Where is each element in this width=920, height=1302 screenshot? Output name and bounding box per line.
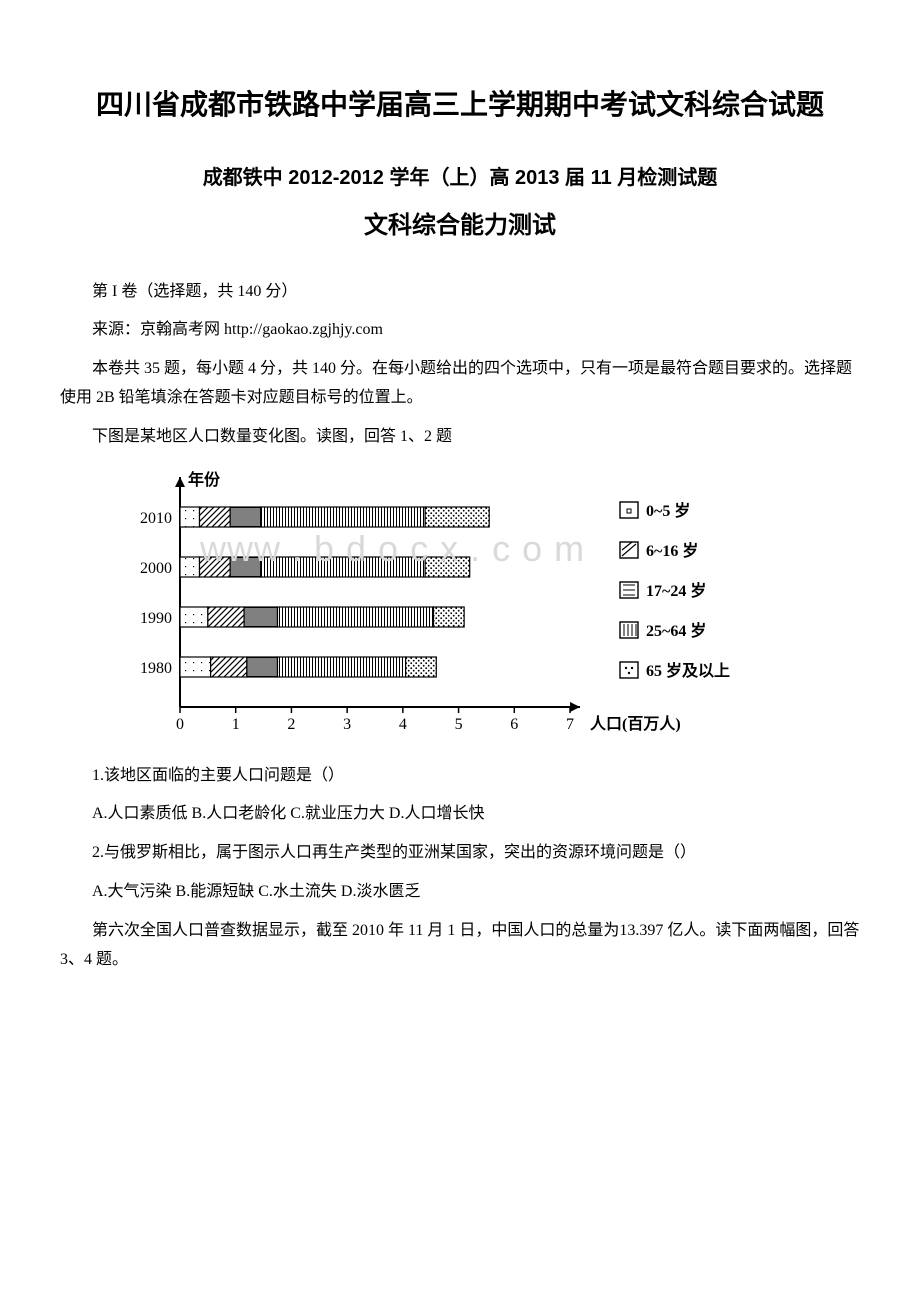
q2-choices: A.大气污染 B.能源短缺 C.水土流失 D.淡水匮乏 bbox=[60, 878, 860, 907]
svg-text:2000: 2000 bbox=[140, 560, 172, 577]
svg-text:17~24 岁: 17~24 岁 bbox=[646, 581, 706, 600]
q2-stem: 2.与俄罗斯相比，属于图示人口再生产类型的亚洲某国家，突出的资源环境问题是（） bbox=[60, 839, 860, 868]
chart-svg: 年份 0 1 2 3 4 5 6 7 人口(百万人) 2010 2000 1990 1980 0~5 岁 6~… bbox=[110, 467, 810, 747]
svg-text:人口(百万人): 人口(百万人) bbox=[590, 715, 681, 733]
instructions: 本卷共 35 题，每小题 4 分，共 140 分。在每小题给出的四个选项中，只有… bbox=[60, 355, 860, 413]
svg-text:1980: 1980 bbox=[140, 660, 172, 677]
svg-text:0: 0 bbox=[176, 716, 184, 733]
svg-text:2: 2 bbox=[287, 716, 295, 733]
chart-intro: 下图是某地区人口数量变化图。读图，回答 1、2 题 bbox=[60, 423, 860, 452]
q1-choices: A.人口素质低 B.人口老龄化 C.就业压力大 D.人口增长快 bbox=[60, 800, 860, 829]
svg-text:1990: 1990 bbox=[140, 610, 172, 627]
subtitle-line-1: 成都铁中 2012-2012 学年（上）高 2013 届 11 月检测试题 bbox=[60, 160, 860, 196]
svg-text:2010: 2010 bbox=[140, 510, 172, 527]
svg-text:0~5 岁: 0~5 岁 bbox=[646, 501, 690, 520]
subtitle-line-2: 文科综合能力测试 bbox=[60, 204, 860, 247]
svg-text:7: 7 bbox=[566, 716, 574, 733]
svg-text:3: 3 bbox=[343, 716, 351, 733]
svg-text:4: 4 bbox=[399, 716, 407, 733]
q1-stem: 1.该地区面临的主要人口问题是（） bbox=[60, 762, 860, 791]
svg-text:25~64 岁: 25~64 岁 bbox=[646, 621, 706, 640]
svg-text:65 岁及以上: 65 岁及以上 bbox=[646, 661, 730, 680]
svg-text:年份: 年份 bbox=[188, 470, 221, 489]
svg-text:5: 5 bbox=[455, 716, 463, 733]
source-line: 来源：京翰高考网 http://gaokao.zgjhjy.com bbox=[60, 316, 860, 345]
svg-text:6: 6 bbox=[510, 716, 518, 733]
svg-text:1: 1 bbox=[232, 716, 240, 733]
q3-intro: 第六次全国人口普查数据显示，截至 2010 年 11 月 1 日，中国人口的总量… bbox=[60, 917, 860, 975]
population-chart: www . b d o c x . c o m 年份01234567人口(百万人… bbox=[110, 467, 810, 747]
svg-text:6~16 岁: 6~16 岁 bbox=[646, 541, 698, 560]
document-title: 四川省成都市铁路中学届高三上学期期中考试文科综合试题 bbox=[60, 80, 860, 130]
section-label: 第 I 卷（选择题，共 140 分） bbox=[60, 278, 860, 307]
